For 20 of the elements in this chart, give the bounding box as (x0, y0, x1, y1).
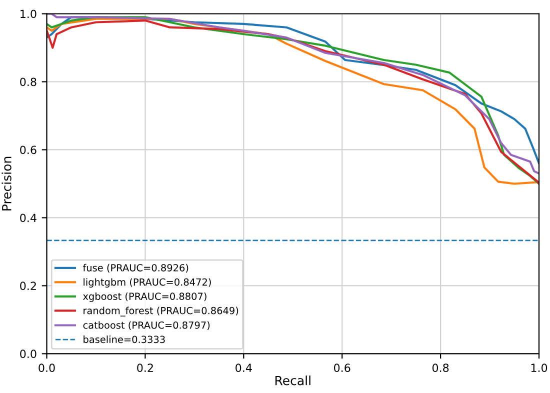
y-tick-label: 0.6 (20, 146, 36, 154)
y-tick-label: 1.0 (20, 10, 36, 18)
legend-label: random_forest (PRAUC=0.8649) (84, 306, 238, 316)
x-tick-label: 1.0 (531, 364, 548, 372)
x-axis-title: Recall (275, 376, 310, 386)
y-tick-label: 0.4 (20, 214, 36, 222)
y-tick-label: 0.2 (20, 282, 36, 290)
legend-label: fuse (PRAUC=0.8926) (82, 264, 188, 273)
x-tick-label: 0.4 (236, 364, 252, 372)
x-tick-label: 0.0 (38, 364, 55, 372)
y-tick-label: 0.0 (20, 350, 36, 358)
x-tick-label: 0.2 (137, 364, 153, 372)
y-axis-title: Precision (2, 156, 12, 210)
legend-label: xgboost (PRAUC=0.8807) (83, 292, 206, 302)
x-tick-label: 0.8 (432, 364, 449, 372)
legend-label: lightgbm (PRAUC=0.8472) (84, 278, 211, 288)
x-tick-label: 0.6 (334, 364, 350, 372)
legend-label: catboost (PRAUC=0.8797) (83, 321, 210, 330)
y-tick-label: 0.8 (20, 78, 36, 86)
legend-label: baseline=0.3333 (84, 336, 165, 344)
